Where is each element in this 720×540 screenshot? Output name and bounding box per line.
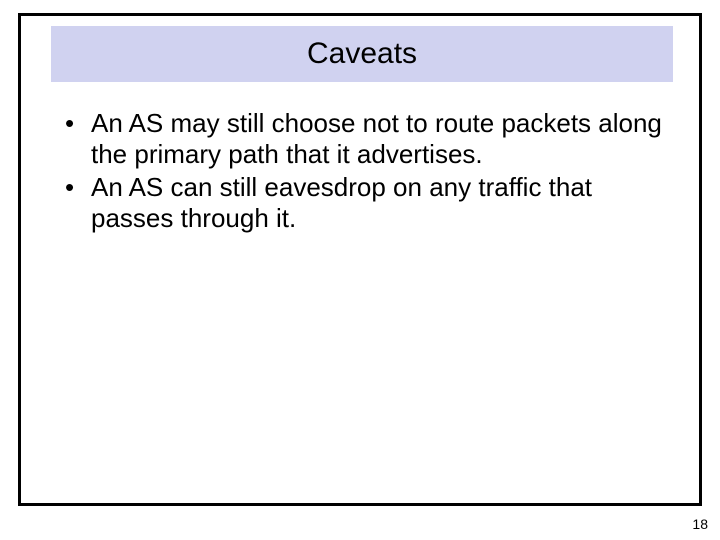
bullet-text: An AS can still eavesdrop on any traffic… [91,172,671,234]
bullet-icon: • [61,108,91,170]
slide-title: Caveats [307,37,417,71]
slide-frame: Caveats • An AS may still choose not to … [18,13,702,506]
bullet-text: An AS may still choose not to route pack… [91,108,671,170]
page-number: 18 [692,516,708,532]
list-item: • An AS may still choose not to route pa… [61,108,671,170]
bullet-list: • An AS may still choose not to route pa… [61,108,671,236]
slide-container: Caveats • An AS may still choose not to … [0,0,720,540]
list-item: • An AS can still eavesdrop on any traff… [61,172,671,234]
title-band: Caveats [51,26,673,82]
bullet-icon: • [61,172,91,234]
